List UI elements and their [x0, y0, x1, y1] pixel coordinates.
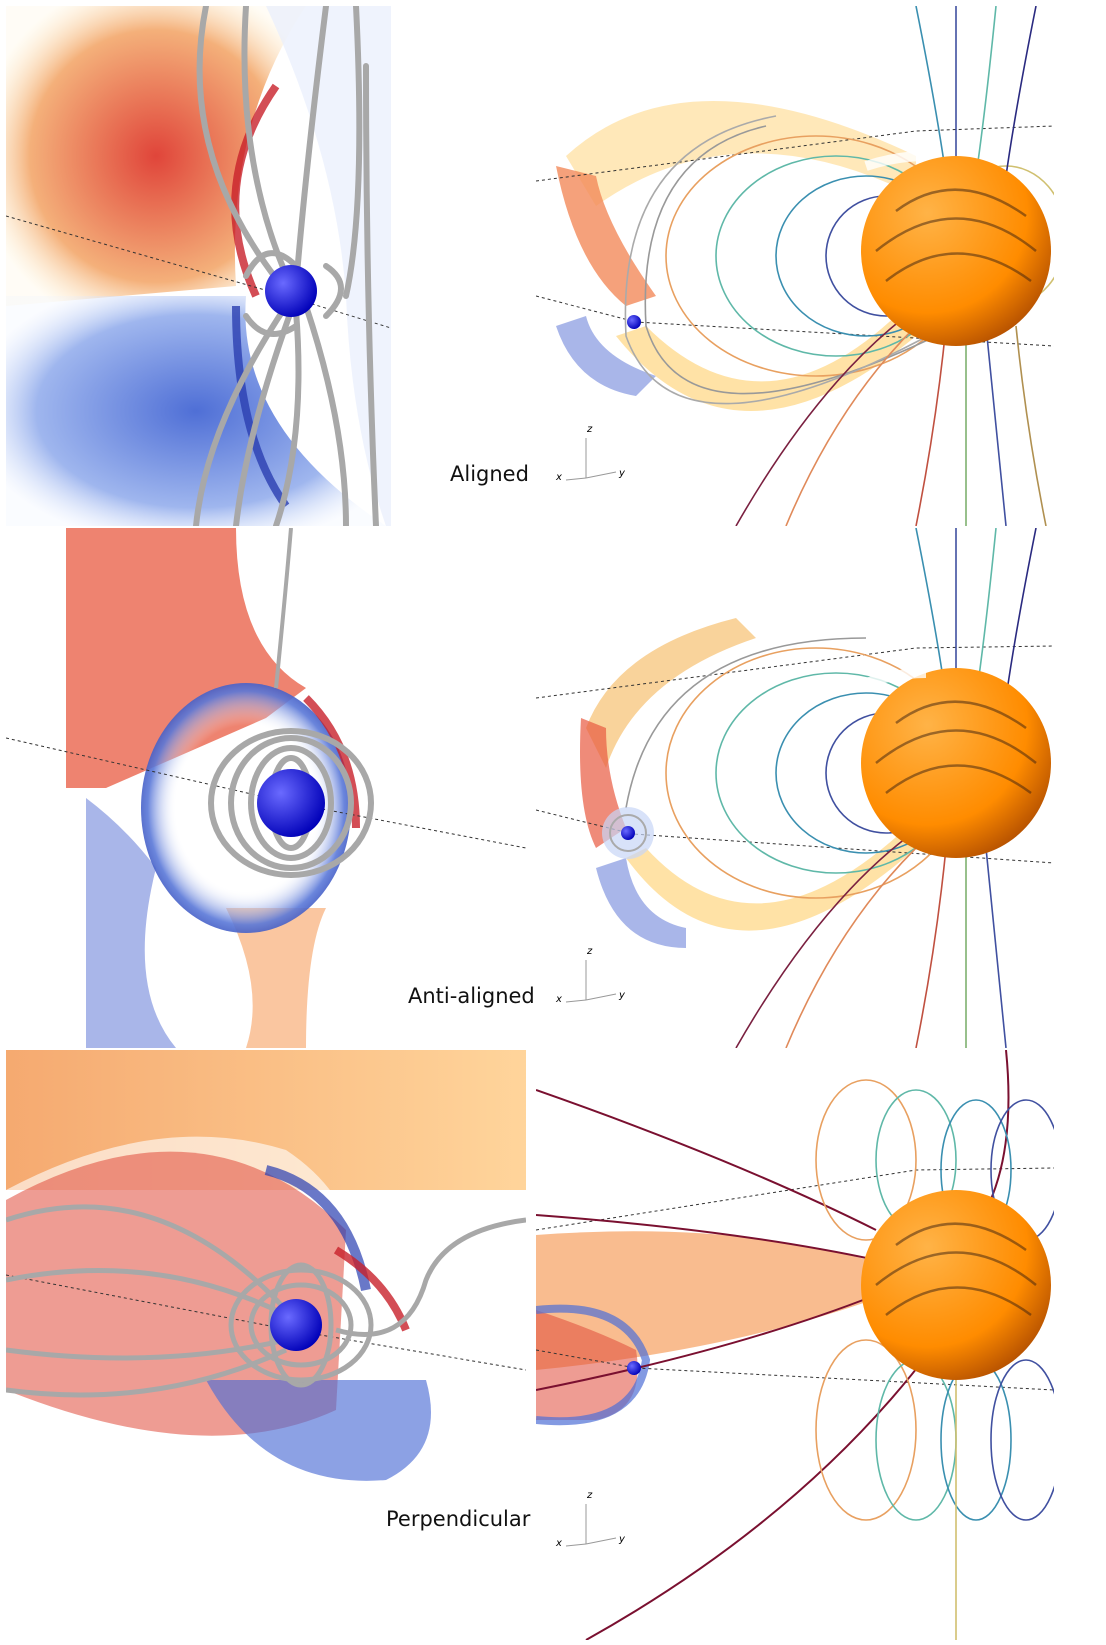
axis-y-label: y [619, 468, 625, 479]
star-icon [861, 1190, 1051, 1380]
planet-icon [621, 826, 635, 840]
aligned-closeup-panel [6, 6, 391, 526]
axis-z-label: z [587, 424, 593, 435]
planet-icon [257, 769, 325, 837]
axis-triad-icon: z x y [556, 946, 626, 1008]
axis-x-label: x [556, 1538, 562, 1549]
axis-x-label: x [556, 994, 562, 1005]
perpendicular-overview-panel: z x y [536, 1050, 1054, 1640]
star-icon [861, 156, 1051, 346]
axis-y-label: y [619, 990, 625, 1001]
planet-icon [265, 265, 317, 317]
axis-z-label: z [587, 946, 593, 957]
anti-aligned-closeup-panel [6, 528, 526, 1048]
axis-triad-icon: z x y [556, 424, 626, 486]
row-label-perpendicular: Perpendicular [386, 1507, 531, 1531]
axis-triad-icon: z x y [556, 1490, 626, 1552]
aligned-overview-panel: z x y [536, 6, 1054, 526]
axis-y-label: y [619, 1534, 625, 1545]
axis-z-label: z [587, 1490, 593, 1501]
star-icon [861, 668, 1051, 858]
axis-x-label: x [556, 472, 562, 483]
planet-icon [627, 1361, 641, 1375]
anti-aligned-overview-panel: z x y [536, 528, 1054, 1048]
planet-icon [627, 315, 641, 329]
row-label-aligned: Aligned [450, 462, 529, 486]
perpendicular-closeup-panel [6, 1050, 526, 1502]
planet-icon [270, 1299, 322, 1351]
row-label-anti-aligned: Anti-aligned [408, 984, 535, 1008]
